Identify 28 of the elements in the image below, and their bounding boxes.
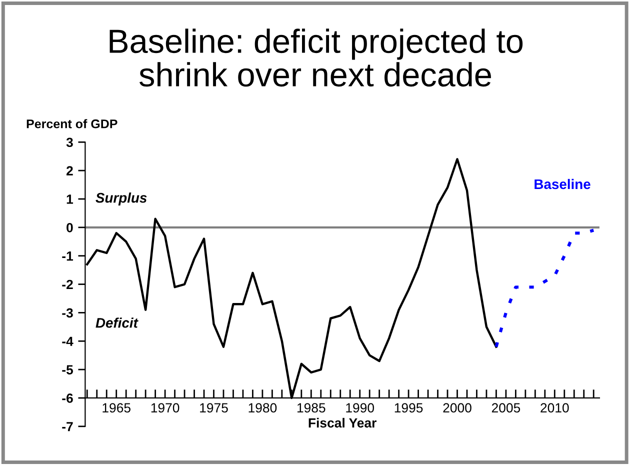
- y-tick-label: -6: [62, 394, 73, 403]
- x-tick-label: 2010: [540, 403, 569, 413]
- annotation: Surplus: [96, 192, 147, 206]
- x-tick-label: 1975: [200, 403, 228, 413]
- annotation: Deficit: [96, 318, 138, 328]
- y-tick-label: 3: [66, 138, 73, 148]
- y-tick-label: -7: [62, 422, 73, 432]
- y-tick-label: -4: [62, 336, 74, 346]
- chart-title: Baseline: deficit projected to shrink over next decade: [110, 28, 523, 87]
- x-tick-label: 1990: [346, 403, 374, 413]
- line-series: [494, 228, 596, 348]
- x-axis-title: Fiscal Year: [308, 418, 376, 428]
- x-tick-label: 1985: [297, 403, 326, 413]
- text: Baseline: [534, 178, 590, 190]
- y-tick-label: -1: [62, 252, 74, 261]
- y-tick-label: 0: [66, 222, 73, 232]
- x-tick-label: 1995: [394, 403, 423, 413]
- x-tick-label: 1980: [248, 403, 277, 413]
- y-tick-label: -3: [62, 308, 73, 318]
- x-tick-label: 2005: [492, 403, 520, 413]
- y-tick-label: -5: [62, 365, 74, 374]
- x-tick-label: 2000: [443, 403, 472, 413]
- y-tick-label: 1: [66, 194, 74, 204]
- x-tick-label: 1970: [151, 403, 180, 413]
- x-tick-label: 1965: [102, 403, 130, 413]
- y-axis-title: Percent of GDP: [26, 119, 118, 128]
- y-tick-label: 2: [66, 166, 73, 176]
- y-tick-label: -2: [62, 280, 73, 290]
